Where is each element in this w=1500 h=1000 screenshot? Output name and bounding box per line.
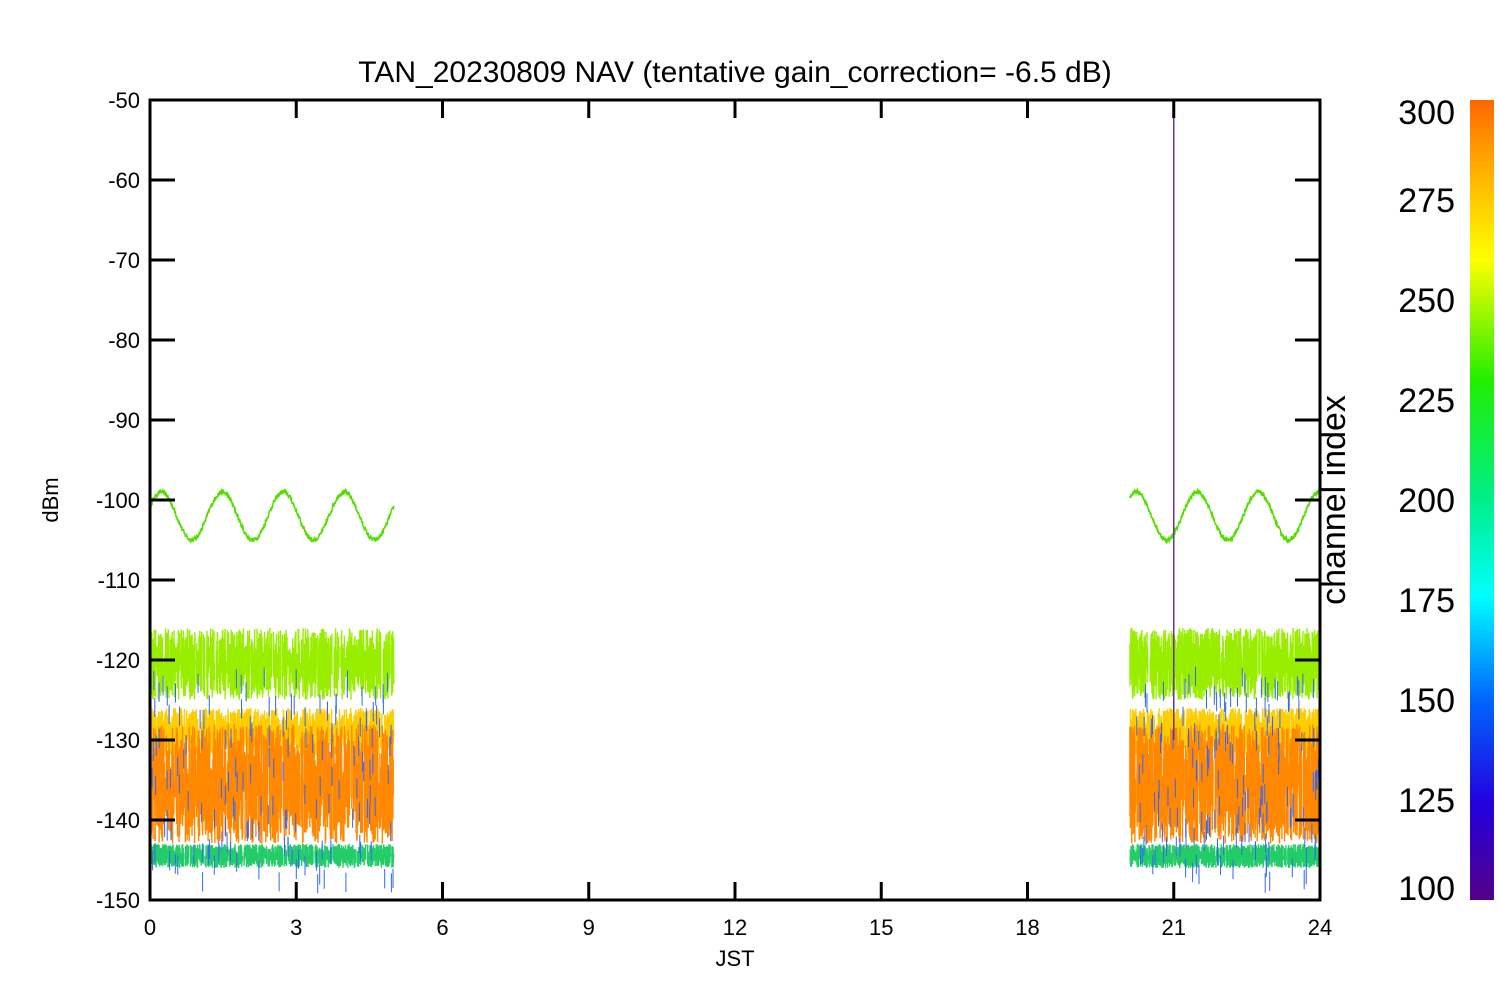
- series-5-segment-1: [1136, 666, 1319, 893]
- x-tick-label: 21: [1162, 915, 1186, 940]
- colorbar-label: channel index: [1315, 395, 1353, 605]
- y-tick-label: -60: [108, 168, 140, 193]
- colorbar-tick-label: 300: [1398, 94, 1455, 132]
- x-tick-label: 24: [1308, 915, 1332, 940]
- y-tick-label: -150: [96, 888, 140, 913]
- colorbar: [1470, 100, 1494, 900]
- colorbar-tick-label: 150: [1398, 682, 1455, 720]
- colorbar-tick-label: 225: [1398, 382, 1455, 420]
- x-tick-label: 3: [290, 915, 302, 940]
- colorbar-tick-label: 175: [1398, 582, 1455, 620]
- series-0: [150, 487, 1320, 545]
- series-3-segment-0: [150, 724, 394, 844]
- colorbar-tick-label: 100: [1398, 870, 1455, 908]
- colorbar-tick-label: 250: [1398, 282, 1455, 320]
- series-5-segment-0: [151, 667, 394, 894]
- x-tick-label: 6: [436, 915, 448, 940]
- colorbar-tick-label: 200: [1398, 482, 1455, 520]
- colorbar-tick-label: 275: [1398, 182, 1455, 220]
- series-4: [150, 844, 1320, 868]
- colorbar-ticks: 300 275 250 225 200 175 150 125 100: [1398, 94, 1455, 908]
- series-4-segment-1: [1129, 844, 1320, 868]
- y-tick-label: -140: [96, 808, 140, 833]
- x-tick-label: 15: [869, 915, 893, 940]
- series-1-segment-1: [1129, 628, 1320, 700]
- x-tick-label: 12: [723, 915, 747, 940]
- series-1-segment-0: [150, 628, 395, 700]
- y-tick-label: -130: [96, 728, 140, 753]
- x-axis: 0 3 6 9 12 15 18 21 24: [144, 100, 1332, 940]
- series-1: [150, 628, 1320, 700]
- data-layer: [150, 116, 1320, 894]
- y-tick-label: -70: [108, 248, 140, 273]
- y-tick-label: -80: [108, 328, 140, 353]
- series-5: [151, 666, 1319, 894]
- y-tick-label: -50: [108, 88, 140, 113]
- y-tick-label: -110: [98, 568, 140, 593]
- series-4-segment-0: [150, 844, 395, 868]
- x-tick-label: 9: [583, 915, 595, 940]
- x-axis-label: JST: [715, 946, 754, 971]
- series-0-segment-0: [150, 487, 395, 544]
- y-tick-label: -100: [96, 488, 140, 513]
- y-tick-label: -90: [108, 408, 140, 433]
- colorbar-tick-label: 125: [1398, 782, 1455, 820]
- y-tick-label: -120: [96, 648, 140, 673]
- x-tick-label: 18: [1015, 915, 1039, 940]
- series-0-segment-1: [1129, 487, 1320, 545]
- y-axis: -50 -60 -70 -80 -90 -100 -110 -120 -130 -140 -150: [96, 88, 1320, 913]
- y-axis-label: dBm: [38, 477, 63, 522]
- x-tick-label: 0: [144, 915, 156, 940]
- chart-title: TAN_20230809 NAV (tentative gain_correct…: [358, 56, 1112, 89]
